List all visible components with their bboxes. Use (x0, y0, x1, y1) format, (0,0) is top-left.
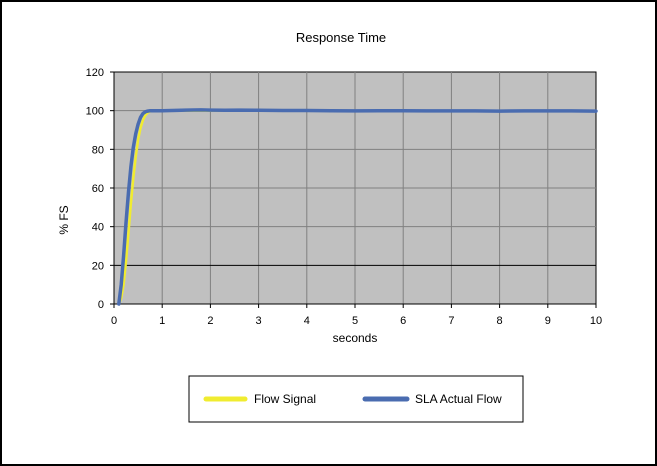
series-layer (117, 108, 598, 306)
x-tick-label: 9 (545, 315, 551, 327)
legend-label-flow-signal: Flow Signal (254, 392, 316, 406)
y-tick-label: 100 (86, 106, 104, 118)
y-tick-labels: 0 20 40 60 80 100 120 (86, 67, 104, 311)
x-tick-label: 2 (207, 315, 213, 327)
y-tick-label: 120 (86, 67, 104, 79)
y-tick-label: 80 (92, 144, 104, 156)
x-tick-label: 10 (590, 315, 602, 327)
x-tick-label: 6 (400, 315, 406, 327)
y-tick-label: 0 (98, 299, 104, 311)
x-tick-label: 8 (497, 315, 503, 327)
y-axis-label: % FS (57, 205, 71, 234)
chart-title: Response Time (296, 30, 386, 45)
x-tick-label: 4 (304, 315, 310, 327)
legend: Flow Signal SLA Actual Flow (188, 375, 524, 423)
x-tick-label: 3 (256, 315, 262, 327)
y-tick-label: 40 (92, 222, 104, 234)
y-tick-label: 60 (92, 183, 104, 195)
x-tick-labels: 0 1 2 3 4 5 6 7 8 9 10 (111, 315, 602, 327)
x-tick-label: 7 (448, 315, 454, 327)
x-tick-label: 1 (159, 315, 165, 327)
axes (110, 71, 597, 308)
x-tick-label: 0 (111, 315, 117, 327)
x-tick-label: 5 (352, 315, 358, 327)
x-axis-label: seconds (333, 331, 378, 345)
y-tick-label: 20 (92, 260, 104, 272)
series-line-sla-actual-flow (117, 108, 598, 306)
legend-label-sla-actual-flow: SLA Actual Flow (415, 392, 502, 406)
